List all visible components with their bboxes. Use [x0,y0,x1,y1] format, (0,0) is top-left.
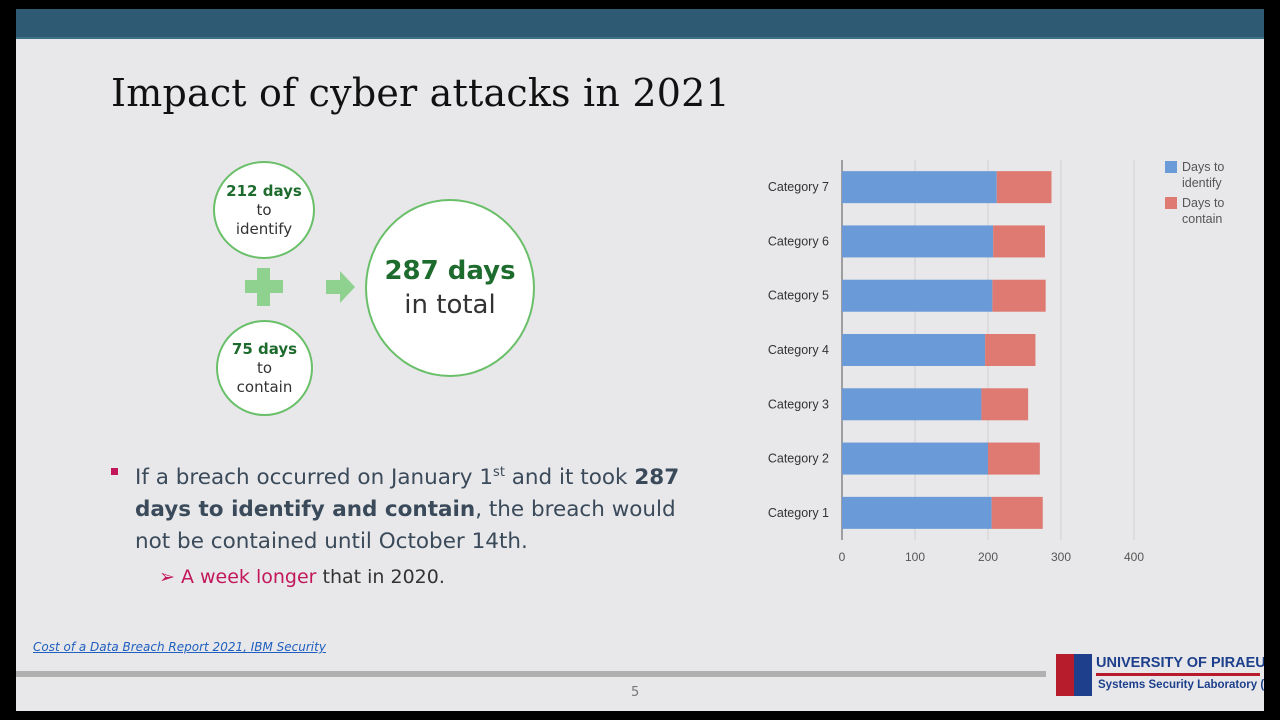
x-tick-label: 400 [1124,550,1144,564]
lab-name: Systems Security Laboratory (SSL) [1098,679,1264,691]
x-tick-label: 0 [839,550,846,564]
legend-label: Days to [1182,160,1224,174]
bar-identify [842,225,994,258]
identify-to: to [256,200,272,219]
contain-to: to [256,358,273,377]
bar-identify [842,279,993,312]
contain-circle: 75 days to contain [216,320,313,416]
contain-label: contain [236,377,293,396]
y-tick-label: Category 5 [768,289,829,303]
total-circle: 287 days in total [365,199,535,377]
footer-line [16,671,1046,677]
bullet-square-icon [111,468,118,475]
bar-contain [985,334,1036,366]
university-crest-icon [1056,654,1092,696]
identify-circle: 212 days to identify [213,161,315,259]
sub-bullet-rest: that in 2020. [316,566,445,588]
bar-identify [842,388,982,421]
identify-days: 212 days [226,181,302,200]
total-days: 287 days [384,256,516,286]
logo-divider [1096,673,1260,676]
contain-days: 75 days [231,339,298,358]
legend-swatch [1165,161,1177,173]
slide: Impact of cyber attacks in 2021 212 days… [16,9,1264,711]
university-logo: UNIVERSITY OF PIRAEUS Systems Security L… [1056,654,1264,704]
bullet-text: If a breach occurred on January 1st and … [135,465,680,555]
bar-identify [842,171,997,204]
y-tick-label: Category 2 [768,452,829,466]
y-tick-label: Category 7 [768,180,829,194]
bar-contain [981,388,1029,421]
university-name: UNIVERSITY OF PIRAEUS [1096,655,1264,671]
plus-icon [245,268,283,306]
legend-label: contain [1182,212,1222,226]
bar-identify [842,334,986,366]
arrow-bullet-icon: ➢ [159,566,175,588]
bar-contain [996,171,1052,204]
legend-label: Days to [1182,196,1224,210]
total-label: in total [404,290,496,320]
identify-label: identify [235,219,293,238]
y-tick-label: Category 4 [768,343,829,357]
sub-bullet: ➢ A week longer that in 2020. [159,566,445,588]
legend-swatch [1165,197,1177,209]
x-tick-label: 300 [1051,550,1071,564]
bar-contain [988,442,1040,475]
slide-title: Impact of cyber attacks in 2021 [111,71,730,115]
top-bar [16,9,1264,39]
breach-lifecycle-chart: 0 100 200 300 400 Category 1 Category 2 Categor… [768,160,1224,564]
arrow-right-icon [326,271,355,303]
bar-identify [842,442,988,475]
legend-label: identify [1182,176,1222,190]
bar-identify [842,496,992,529]
y-tick-label: Category 6 [768,234,829,248]
page-number: 5 [631,685,640,700]
x-tick-label: 100 [905,550,925,564]
sub-bullet-highlight: A week longer [180,566,317,588]
bar-contain [992,279,1046,312]
x-tick-label: 200 [978,550,998,564]
y-tick-label: Category 3 [768,397,829,411]
bar-contain [993,225,1045,258]
bullet-point: If a breach occurred on January 1st and … [111,457,681,558]
source-link[interactable]: Cost of a Data Breach Report 2021, IBM S… [33,640,326,654]
bar-contain [991,496,1043,529]
y-tick-label: Category 1 [768,506,829,520]
